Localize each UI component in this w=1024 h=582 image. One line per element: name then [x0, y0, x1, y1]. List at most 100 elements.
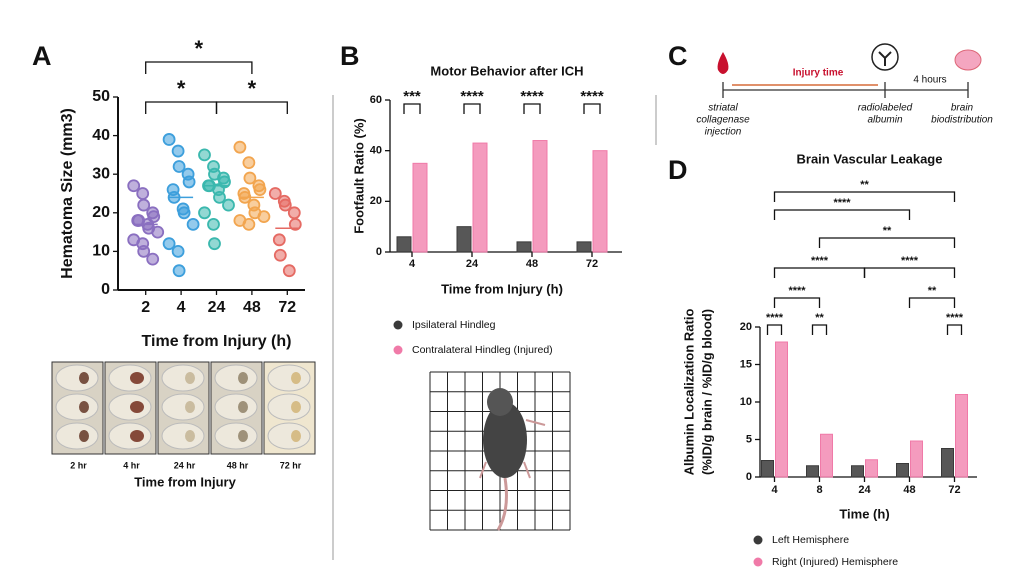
data-point — [213, 190, 226, 204]
data-point — [171, 144, 185, 158]
legend-label: Right (Injured) Hemisphere — [772, 556, 898, 568]
brain-icon — [954, 49, 982, 71]
x-tick-label: 72 — [948, 484, 960, 496]
y-tick-label: 40 — [92, 127, 110, 144]
legend-marker — [393, 320, 403, 330]
data-point — [242, 156, 256, 170]
significance-label: ** — [928, 285, 937, 297]
x-tick-label: 72 — [278, 299, 296, 316]
data-point — [243, 171, 257, 185]
significance-label: **** — [946, 312, 964, 324]
legend-marker — [393, 345, 403, 355]
x-tick-label: 8 — [816, 484, 822, 496]
data-point — [182, 175, 196, 189]
significance-label: ** — [860, 179, 869, 191]
y-axis-label: (%ID/g brain / %ID/g blood) — [699, 309, 714, 475]
y-tick-label: 20 — [92, 204, 110, 221]
y-tick-label: 10 — [740, 396, 752, 408]
brain-slice — [55, 422, 99, 450]
significance-bracket — [403, 103, 421, 114]
lesion — [130, 430, 144, 442]
timeline-step: striatal — [708, 103, 738, 114]
histology-label: 2 hr — [70, 460, 87, 470]
y-tick-label: 20 — [740, 321, 752, 333]
y-tick-label: 0 — [376, 246, 382, 258]
data-point — [257, 210, 271, 224]
significance-bracket — [946, 324, 963, 335]
significance-bracket — [766, 324, 783, 335]
x-tick-label: 48 — [243, 299, 261, 316]
bar — [820, 433, 833, 478]
x-tick-label: 48 — [903, 484, 915, 496]
significance-label: ** — [815, 312, 824, 324]
x-tick-label: 24 — [466, 258, 479, 270]
lesion — [79, 372, 89, 384]
lesion — [185, 372, 195, 384]
mouse-legs — [479, 419, 546, 479]
brain-slice — [214, 422, 258, 450]
bar — [865, 459, 878, 478]
data-point — [162, 237, 176, 251]
data-point — [172, 264, 186, 278]
bar — [896, 463, 909, 478]
significance-label: **** — [766, 312, 784, 324]
bar — [761, 460, 774, 478]
legend-label: Left Hemisphere — [772, 534, 849, 546]
x-tick-label: 4 — [409, 258, 416, 270]
lesion — [238, 401, 248, 413]
panel-label: C — [668, 41, 688, 71]
timeline-step: collagenase — [696, 115, 750, 126]
y-tick-label: 30 — [92, 165, 110, 182]
data-point — [151, 225, 165, 239]
lesion — [291, 401, 301, 413]
data-point — [186, 217, 200, 231]
significance-bracket — [215, 101, 288, 114]
data-point — [162, 133, 176, 146]
data-point — [272, 233, 286, 247]
x-axis-label: Time (h) — [839, 506, 889, 521]
brain-slice — [55, 364, 99, 392]
significance-label: * — [248, 76, 257, 101]
y-tick-label: 0 — [746, 471, 752, 483]
legend-marker — [753, 535, 763, 545]
histology-caption: Time from Injury — [134, 474, 236, 489]
data-point — [198, 206, 211, 220]
bar — [806, 465, 819, 478]
brain-slice — [214, 364, 258, 392]
timeline-step: brain — [951, 103, 974, 114]
data-point — [207, 217, 220, 231]
significance-label: **** — [460, 88, 484, 105]
timeline-step: albumin — [867, 115, 902, 126]
mouse-tail — [496, 477, 508, 531]
panel-label: A — [32, 41, 52, 71]
bar — [412, 162, 428, 253]
bar — [456, 226, 472, 253]
y-tick-label: 50 — [92, 88, 110, 105]
timeline-step: biodistribution — [931, 115, 993, 126]
legend-marker — [753, 557, 763, 567]
data-point — [282, 264, 296, 278]
x-tick-label: 72 — [586, 258, 598, 270]
chart-title: Brain Vascular Leakage — [797, 151, 943, 166]
data-point — [136, 187, 150, 200]
y-tick-label: 0 — [101, 281, 110, 298]
bar — [775, 341, 788, 478]
x-tick-label: 4 — [771, 484, 778, 496]
y-tick-label: 5 — [746, 433, 752, 445]
y-axis-label: Hematoma Size (mm3) — [59, 108, 76, 279]
data-point — [253, 183, 267, 197]
lesion — [291, 372, 301, 384]
histology-label: 24 hr — [174, 460, 196, 470]
significance-bracket — [463, 103, 481, 114]
lesion — [238, 372, 248, 384]
data-point — [268, 187, 282, 200]
significance-label: **** — [811, 255, 829, 267]
x-tick-label: 2 — [141, 299, 150, 316]
panel-label: D — [668, 155, 688, 185]
y-axis-label: Footfault Ratio (%) — [351, 118, 366, 234]
legend-label: Contralateral Hindleg (Injured) — [412, 344, 553, 356]
injury-label: Injury time — [793, 68, 844, 79]
significance-label: **** — [833, 197, 851, 209]
chart-title: Motor Behavior after ICH — [430, 63, 583, 78]
